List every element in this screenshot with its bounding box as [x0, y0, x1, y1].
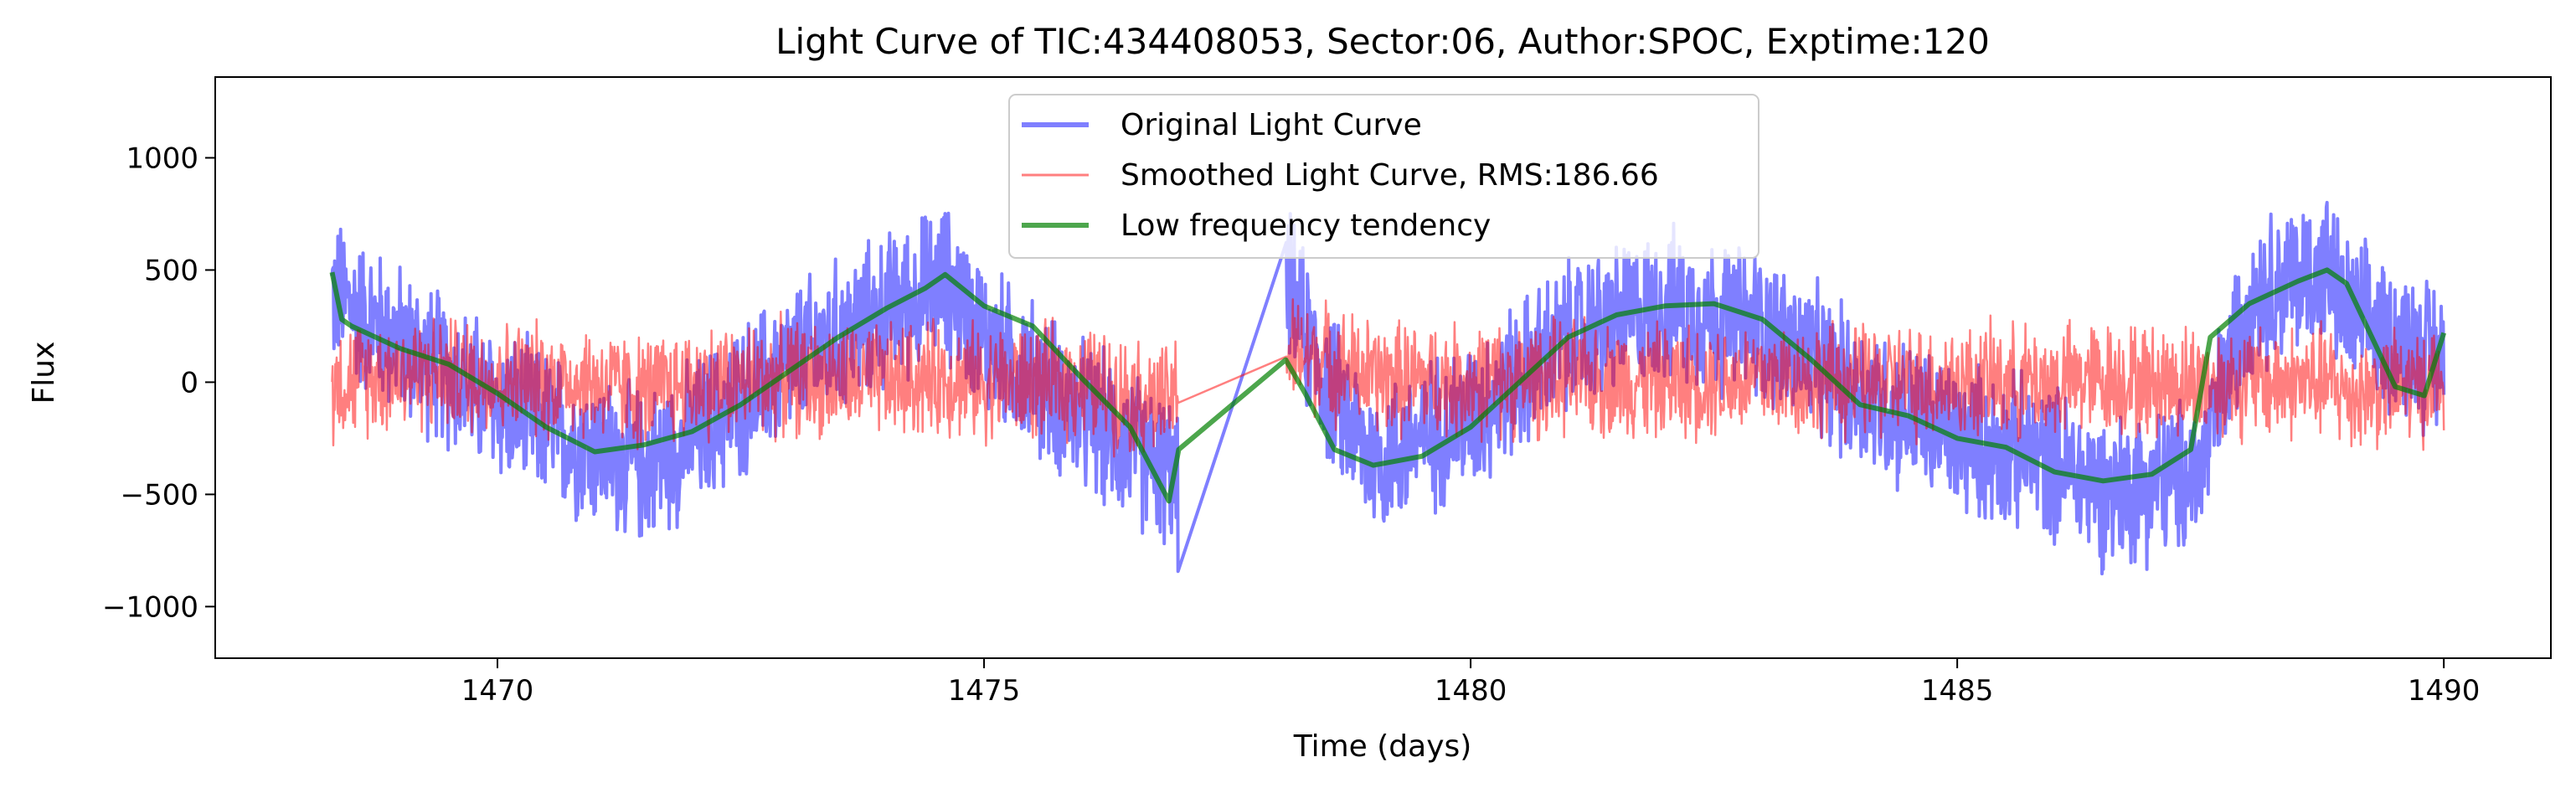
x-tick-label: 1490 [2408, 674, 2481, 708]
y-tick-label: −500 [121, 478, 198, 512]
legend-trend-label: Low frequency tendency [1121, 209, 1491, 243]
legend: Original Light Curve Smoothed Light Curv… [1008, 94, 1759, 259]
y-tick-label: 1000 [126, 142, 198, 175]
y-axis-label: Flux [27, 342, 61, 404]
x-tick-label: 1475 [948, 674, 1021, 708]
x-tick-label: 1480 [1435, 674, 1507, 708]
chart-title: Light Curve of TIC:434408053, Sector:06,… [775, 21, 1990, 62]
plot-frame [214, 76, 2552, 659]
legend-smoothed-label: Smoothed Light Curve, RMS:186.66 [1121, 158, 1659, 193]
y-tick-label: 0 [180, 366, 198, 399]
series-layer [329, 200, 2447, 576]
y-tick-label: 500 [144, 254, 198, 287]
series-line-1 [331, 298, 2445, 458]
y-tick-label: −1000 [102, 590, 198, 624]
x-tick-label: 1470 [461, 674, 534, 708]
series-line-0 [330, 200, 2446, 576]
x-axis-label: Time (days) [1293, 729, 1472, 764]
legend-original-label: Original Light Curve [1121, 108, 1422, 142]
series-line-2 [329, 267, 2447, 504]
legend-box [1008, 94, 1759, 259]
ticks-layer: 1470 1475 1480 1485 1490 −1000 −500 0 500 1000 [102, 142, 2480, 708]
x-tick-label: 1485 [1921, 674, 1994, 708]
